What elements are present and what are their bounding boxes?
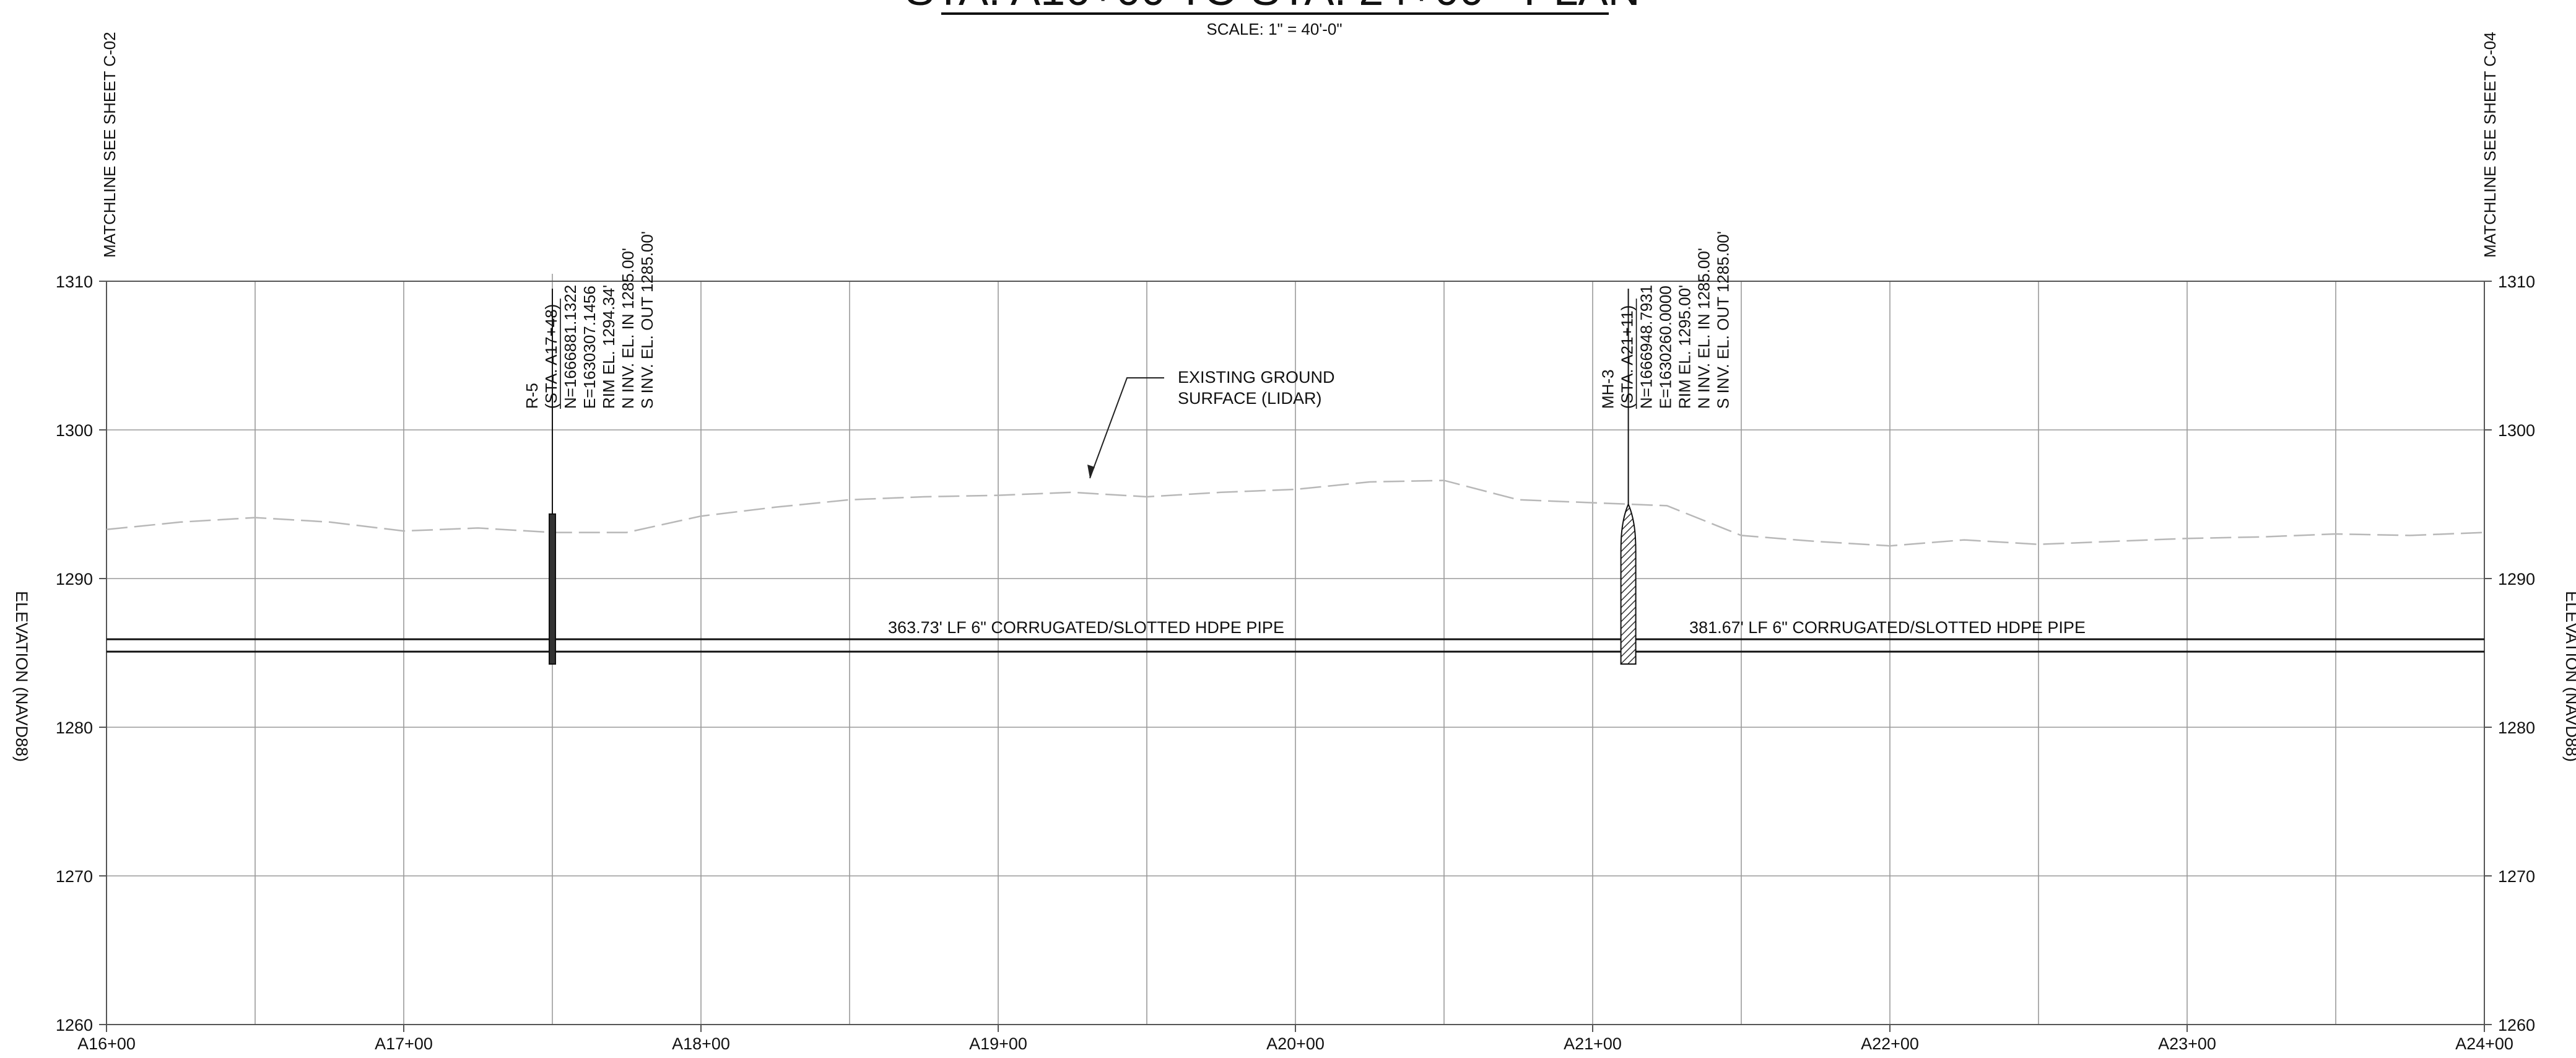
ground-note: EXISTING GROUND SURFACE (LIDAR) bbox=[1087, 368, 1335, 479]
x-tick-label: A19+00 bbox=[969, 1034, 1027, 1053]
y-tick-label: 1270 bbox=[56, 867, 93, 886]
y-tick-label: 1290 bbox=[56, 570, 93, 588]
manhole-label-line: RIM EL. 1295.00' bbox=[1676, 285, 1694, 409]
x-tick-label: A16+00 bbox=[77, 1034, 136, 1053]
manhole-label-line: N INV. EL. IN 1285.00' bbox=[1695, 248, 1713, 409]
x-tick-label: A18+00 bbox=[672, 1034, 730, 1053]
y-tick-label: 1310 bbox=[2498, 273, 2535, 291]
scale-note: SCALE: 1" = 40'-0" bbox=[1206, 20, 1342, 38]
y-tick-label: 1280 bbox=[2498, 719, 2535, 737]
existing-ground-profile bbox=[106, 479, 2485, 547]
riser-label-line: E=1630307.1456 bbox=[580, 286, 599, 409]
y-tick-label: 1280 bbox=[56, 719, 93, 737]
x-tick-label: A22+00 bbox=[1861, 1034, 1919, 1053]
ground-note-leader bbox=[1089, 377, 1164, 479]
y-tick-label: 1260 bbox=[2498, 1016, 2535, 1034]
manhole-label-line: S INV. EL. OUT 1285.00' bbox=[1714, 231, 1733, 409]
riser-label-line: RIM EL. 1294.34' bbox=[599, 285, 618, 409]
riser-label-line: (STA. A17+48) bbox=[542, 304, 560, 409]
x-tick-label: A23+00 bbox=[2158, 1034, 2216, 1053]
y-tick-label: 1260 bbox=[56, 1016, 93, 1034]
profile-grid bbox=[99, 274, 2492, 1032]
elevation-axis-label-right: ELEVATION (NAVD88) bbox=[2562, 591, 2576, 762]
ground-note-line-2: SURFACE (LIDAR) bbox=[1178, 389, 1322, 408]
riser-label-line: N INV. EL. IN 1285.00' bbox=[619, 248, 637, 409]
pipe-label-2: 381.67' LF 6" CORRUGATED/SLOTTED HDPE PI… bbox=[1689, 618, 2086, 637]
riser-label-line: S INV. EL. OUT 1285.00' bbox=[638, 231, 656, 409]
x-tick-label: A21+00 bbox=[1564, 1034, 1622, 1053]
manhole-structure bbox=[1620, 502, 1637, 665]
y-tick-label: 1270 bbox=[2498, 867, 2535, 886]
pipe-label-1: 363.73' LF 6" CORRUGATED/SLOTTED HDPE PI… bbox=[888, 618, 1284, 637]
y-tick-label: 1300 bbox=[56, 421, 93, 440]
riser-label-line: R-5 bbox=[523, 383, 541, 409]
manhole-label-line: (STA. A21+11) bbox=[1618, 305, 1637, 409]
matchline-right: MATCHLINE SEE SHEET C-04 bbox=[2481, 32, 2499, 258]
y-tick-label: 1290 bbox=[2498, 570, 2535, 588]
y-tick-label: 1300 bbox=[2498, 421, 2535, 440]
x-tick-label: A20+00 bbox=[1266, 1034, 1325, 1053]
riser-structure bbox=[549, 513, 556, 665]
y-tick-label: 1310 bbox=[56, 273, 93, 291]
x-tick-label: A24+00 bbox=[2455, 1034, 2513, 1053]
ground-note-arrowhead bbox=[1087, 465, 1095, 478]
manhole-label-line: N=1666948.7931 bbox=[1637, 285, 1656, 409]
elevation-axis-label-left: ELEVATION (NAVD88) bbox=[12, 591, 31, 762]
manhole-label-line: MH-3 bbox=[1599, 369, 1617, 409]
axis-tick-labels: 1260 1260 1270 1270 1280 1280 1290 1290 1300 1300… bbox=[56, 273, 2535, 1053]
matchline-left: MATCHLINE SEE SHEET C-02 bbox=[100, 32, 119, 258]
ground-note-line-1: EXISTING GROUND bbox=[1178, 368, 1335, 387]
x-tick-label: A17+00 bbox=[375, 1034, 433, 1053]
pipe-profile bbox=[107, 638, 2484, 653]
manhole-label-line: E=1630260.0000 bbox=[1656, 286, 1675, 409]
riser-label-line: N=1666881.1322 bbox=[561, 285, 580, 409]
drainage-structures: R-5 (STA. A17+48) N=1666881.1322 E=1630307.… bbox=[523, 231, 1733, 665]
